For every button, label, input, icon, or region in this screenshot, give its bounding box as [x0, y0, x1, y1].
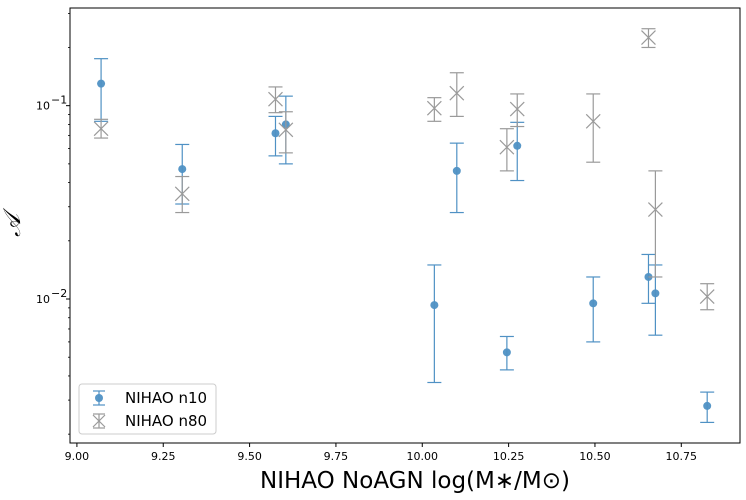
- y-axis-label: 𝒜: [0, 207, 26, 237]
- x-tick-label: 9.00: [65, 450, 90, 463]
- legend-box: [78, 383, 217, 435]
- legend[interactable]: NIHAO n10 NIHAO n80: [78, 383, 217, 435]
- data-point-x[interactable]: [93, 121, 109, 137]
- x-tick-label: 10.25: [493, 450, 525, 463]
- error-bar: [586, 93, 601, 163]
- x-tick-label: 10.50: [579, 450, 611, 463]
- data-point-circle[interactable]: [513, 141, 522, 150]
- data-point-x[interactable]: [92, 414, 106, 428]
- x-tick-label: 10.00: [407, 450, 439, 463]
- x-tick-label: 9.75: [324, 450, 349, 463]
- error-bar: [510, 121, 525, 182]
- plot-frame: [69, 7, 741, 444]
- data-point-circle[interactable]: [651, 289, 660, 298]
- data-point-x[interactable]: [174, 186, 190, 202]
- data-point-x[interactable]: [585, 113, 601, 129]
- data-point-x[interactable]: [499, 139, 515, 155]
- error-bar: [449, 72, 464, 118]
- data-point-circle[interactable]: [430, 301, 439, 310]
- y-tick-label: 10: [36, 100, 50, 113]
- error-bar: [586, 276, 601, 343]
- x-tick-label: 9.50: [237, 450, 262, 463]
- data-point-x[interactable]: [278, 122, 294, 138]
- data-point-x[interactable]: [647, 202, 663, 218]
- error-bar: [427, 97, 442, 122]
- data-point-x[interactable]: [268, 91, 283, 107]
- error-bar: [449, 142, 464, 214]
- data-point-x[interactable]: [699, 289, 715, 304]
- y-tick-label: 10: [36, 293, 50, 306]
- data-point-circle[interactable]: [178, 165, 187, 174]
- series-x: [93, 28, 715, 311]
- legend-label: NIHAO n10: [125, 389, 207, 407]
- data-point-circle[interactable]: [589, 299, 598, 308]
- legend-item[interactable]: NIHAO n10: [93, 389, 207, 407]
- error-bar: [278, 111, 293, 154]
- chart-marks: [93, 28, 715, 424]
- data-point-x[interactable]: [641, 30, 656, 45]
- error-bar: [510, 93, 525, 128]
- error-bar: [499, 128, 514, 172]
- data-point-x[interactable]: [449, 85, 465, 101]
- error-bar: [648, 170, 663, 278]
- data-point-circle[interactable]: [703, 401, 712, 410]
- data-point-circle[interactable]: [452, 166, 461, 175]
- x-tick-label: 9.25: [151, 450, 176, 463]
- data-point-circle[interactable]: [271, 129, 280, 138]
- error-bar: [94, 58, 109, 122]
- y-tick-exponent: −1: [51, 94, 67, 107]
- y-tick-exponent: −2: [51, 287, 67, 300]
- legend-label: NIHAO n80: [125, 412, 207, 430]
- data-point-circle[interactable]: [95, 394, 103, 402]
- x-tick-label: 10.75: [666, 450, 698, 463]
- legend-item[interactable]: NIHAO n80: [92, 412, 207, 430]
- error-bar: [427, 264, 442, 384]
- x-axis-label: NIHAO NoAGN log(M∗/M⊙): [260, 468, 570, 494]
- data-point-x[interactable]: [426, 100, 442, 116]
- data-point-circle[interactable]: [97, 79, 106, 88]
- data-point-circle[interactable]: [502, 348, 511, 357]
- data-point-x[interactable]: [509, 101, 525, 117]
- series-circle: [94, 58, 715, 424]
